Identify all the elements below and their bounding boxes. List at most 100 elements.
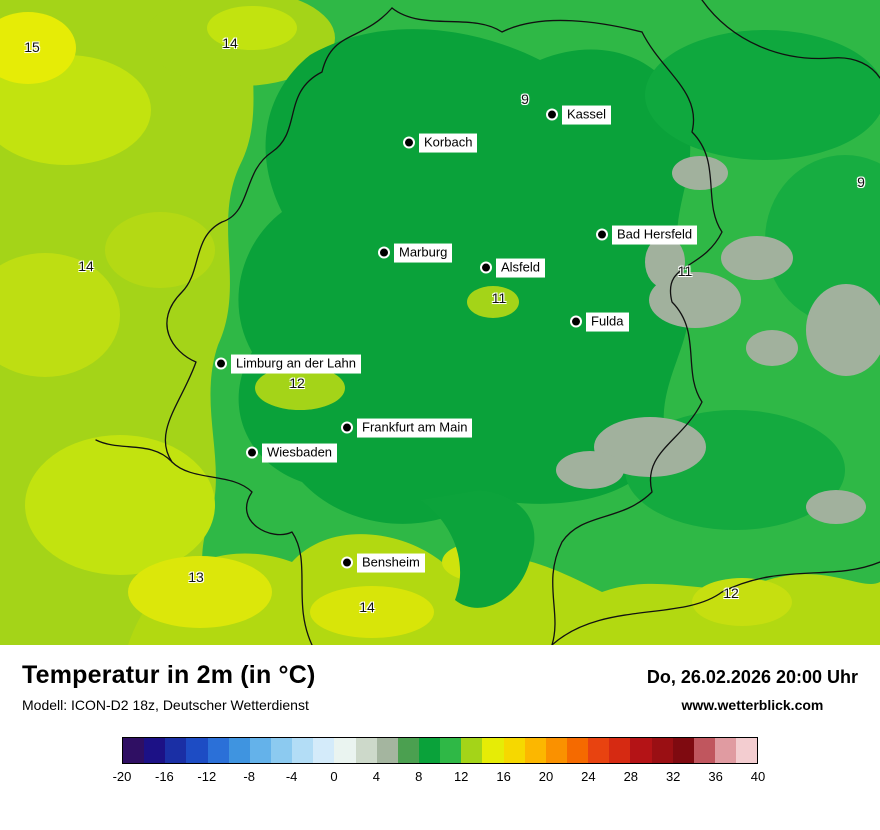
legend-color-segment <box>651 738 673 763</box>
legend-tick-label: -20 <box>112 769 132 784</box>
temperature-value-label: 9 <box>857 174 865 190</box>
legend-color-segment <box>503 738 525 763</box>
city-label: Marburg <box>394 243 453 263</box>
legend-color-segment <box>461 738 483 763</box>
footer: Temperatur in 2m (in °C) Modell: ICON-D2… <box>0 645 880 830</box>
temperature-value-label: 12 <box>723 585 739 601</box>
weather-map: Korbach Kassel Marburg Bad Hersfeld Alsfeld F… <box>0 0 880 645</box>
valid-datetime: Do, 26.02.2026 20:00 Uhr <box>646 667 858 687</box>
legend-tick-label: 16 <box>496 769 511 784</box>
legend-color-segment <box>228 738 250 763</box>
legend-color-segment <box>609 738 631 763</box>
temperature-value-label: 15 <box>24 39 40 55</box>
temperature-field-svg <box>0 0 880 645</box>
legend-color-segment <box>123 738 145 763</box>
city-dot-icon <box>217 360 225 368</box>
temperature-value-label: 9 <box>521 91 529 107</box>
temperature-value-label: 14 <box>359 599 375 615</box>
temperature-value-label: 12 <box>289 375 305 391</box>
city-marker: Korbach <box>405 133 478 153</box>
city-dot-icon <box>343 424 351 432</box>
city-label: Frankfurt am Main <box>357 418 473 438</box>
city-label: Korbach <box>419 133 478 153</box>
legend-color-segment <box>355 738 377 763</box>
legend-color-segment <box>566 738 589 763</box>
city-dot-icon <box>572 318 580 326</box>
legend-tick-label: 8 <box>415 769 423 784</box>
city-marker: Bad Hersfeld <box>598 225 698 245</box>
legend-bar <box>122 737 758 764</box>
city-marker: Kassel <box>548 105 612 125</box>
city-dot-icon <box>548 111 556 119</box>
city-marker: Marburg <box>380 243 453 263</box>
model-info: Modell: ICON-D2 18z, Deutscher Wetterdie… <box>22 697 309 713</box>
legend-tick-label: -8 <box>243 769 255 784</box>
city-marker: Limburg an der Lahn <box>217 354 361 374</box>
legend-tick-label: -12 <box>197 769 217 784</box>
legend-tick-label: -4 <box>285 769 298 784</box>
city-marker: Wiesbaden <box>248 443 338 463</box>
legend-color-segment <box>397 738 419 763</box>
legend-color-segment <box>249 738 271 763</box>
city-dot-icon <box>405 139 413 147</box>
legend-tick-label: 12 <box>453 769 469 784</box>
legend-color-segment <box>714 738 737 763</box>
city-label: Kassel <box>562 105 612 125</box>
city-dot-icon <box>482 264 490 272</box>
legend-tick-label: -16 <box>154 769 174 784</box>
legend-color-segment <box>672 738 694 763</box>
state-boundary-lines <box>95 0 880 645</box>
legend-color-segment <box>736 738 758 763</box>
legend-tick-label: 24 <box>581 769 596 784</box>
legend-ticks: -20 -16 -12 -8 -4 0 4 8 12 16 20 24 28 32 36 40 <box>113 769 766 787</box>
city-label: Limburg an der Lahn <box>231 354 361 374</box>
city-dot-icon <box>598 231 606 239</box>
legend-color-segment <box>376 738 398 763</box>
city-label: Alsfeld <box>496 258 546 278</box>
legend-tick-label: 4 <box>372 769 381 784</box>
legend-color-segment <box>186 738 208 763</box>
city-dot-icon <box>343 559 351 567</box>
legend-color-segment <box>165 738 187 763</box>
temperature-value-label: 11 <box>677 263 693 279</box>
title-block: Temperatur in 2m (in °C) Modell: ICON-D2… <box>22 661 316 713</box>
legend-tick-label: 20 <box>538 769 554 784</box>
website-url: www.wetterblick.com <box>681 697 824 713</box>
legend-color-segment <box>292 738 314 763</box>
city-marker: Fulda <box>572 312 629 332</box>
map-title: Temperatur in 2m (in °C) <box>22 661 316 689</box>
city-label: Bensheim <box>357 553 425 573</box>
legend-color-segment <box>207 738 229 763</box>
city-dot-icon <box>248 449 256 457</box>
footer-header-row: Temperatur in 2m (in °C) Modell: ICON-D2… <box>22 661 858 713</box>
legend-tick-label: 40 <box>750 769 766 784</box>
legend-tick-label: 28 <box>623 769 639 784</box>
city-marker: Frankfurt am Main <box>343 418 473 438</box>
temperature-value-label: 14 <box>78 258 94 274</box>
city-dot-icon <box>380 249 388 257</box>
city-label: Wiesbaden <box>262 443 338 463</box>
legend-tick-label: 36 <box>708 769 723 784</box>
map-overlay: Korbach Kassel Marburg Bad Hersfeld Alsfeld F… <box>24 35 865 615</box>
city-label: Fulda <box>586 312 629 332</box>
city-marker: Alsfeld <box>482 258 546 278</box>
legend-tick-label: 0 <box>330 769 338 784</box>
temperature-value-label: 14 <box>222 35 238 51</box>
legend-tick-label: 32 <box>665 769 681 784</box>
temperature-value-label: 13 <box>188 569 204 585</box>
legend-color-segment <box>418 738 441 763</box>
legend-color-segment <box>334 738 356 763</box>
legend-color-segment <box>630 738 652 763</box>
legend-color-segment <box>144 738 166 763</box>
legend-color-segment <box>440 738 462 763</box>
datetime-block: Do, 26.02.2026 20:00 Uhr www.wetterblick… <box>647 661 858 713</box>
city-label: Bad Hersfeld <box>612 225 698 245</box>
legend-color-segment <box>588 738 610 763</box>
legend-color-segment <box>545 738 567 763</box>
legend-color-segment <box>270 738 293 763</box>
temperature-legend: -20 -16 -12 -8 -4 0 4 8 12 16 20 24 28 32 36 40 <box>113 737 766 787</box>
legend-color-segment <box>482 738 504 763</box>
temperature-value-label: 11 <box>491 290 507 306</box>
legend-color-segment <box>524 738 546 763</box>
city-marker: Bensheim <box>343 553 425 573</box>
